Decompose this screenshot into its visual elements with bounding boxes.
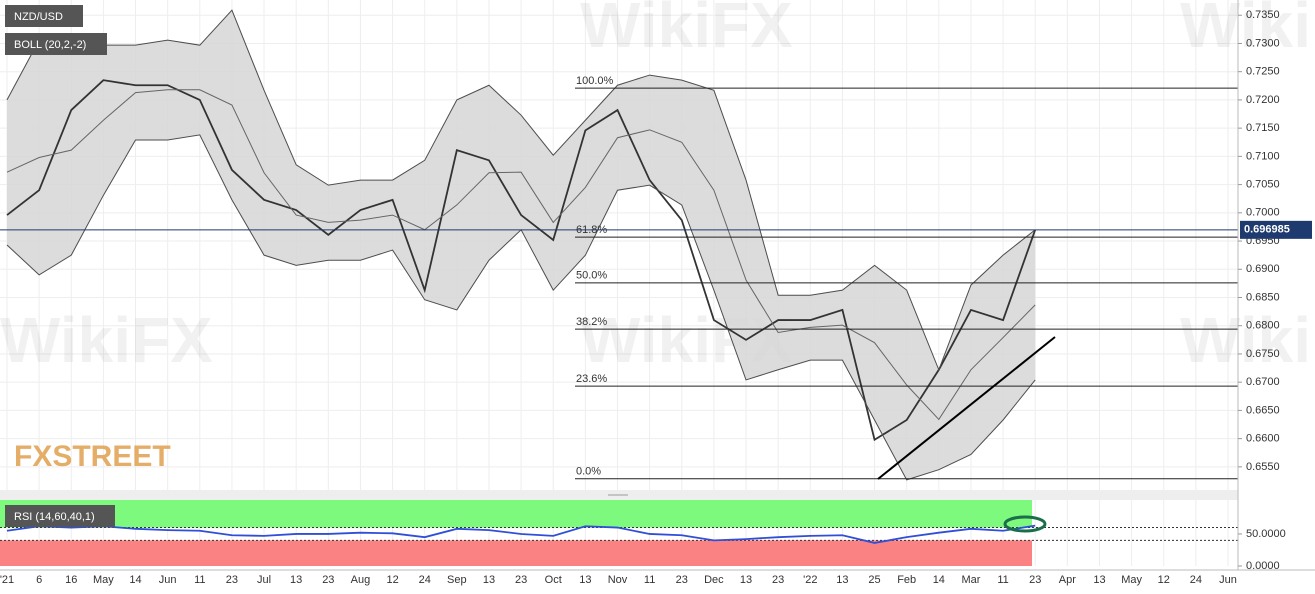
x-tick-label: 23 — [1029, 574, 1041, 586]
x-tick-label: Dec — [704, 574, 724, 586]
band-fill — [7, 10, 1036, 480]
x-tick-label: 13 — [483, 574, 495, 586]
x-tick-label: 11 — [997, 574, 1008, 586]
x-tick-label: Apr — [1059, 574, 1076, 586]
x-tick-label: Feb — [897, 574, 916, 586]
price-tag-label: 0.696985 — [1244, 224, 1290, 236]
y-tick-label: 0.6650 — [1246, 404, 1280, 416]
rsi-upper-zone — [0, 500, 1032, 528]
y-tick-label: 0.0000 — [1246, 560, 1280, 572]
x-tick-label: 13 — [579, 574, 591, 586]
band-line — [6, 89, 1036, 421]
x-tick-label: Nov — [608, 574, 628, 586]
y-tick-label: 0.6850 — [1246, 291, 1280, 303]
watermark: WikiFX — [1180, 304, 1315, 376]
y-tick-label: 0.7350 — [1246, 9, 1280, 21]
y-tick-label: 0.7000 — [1246, 207, 1280, 219]
indicator-label: BOLL (20,2,-2) — [14, 39, 86, 51]
rsi-lower-zone — [0, 540, 1032, 566]
y-tick-label: 0.6900 — [1246, 263, 1280, 275]
y-tick-label: 0.6550 — [1246, 461, 1280, 473]
watermark: WikiFX — [1180, 0, 1315, 61]
x-tick-label: Jun — [159, 574, 177, 586]
highlight-circle — [1003, 515, 1047, 533]
x-tick-label: Sep — [447, 574, 467, 586]
fib-label: 23.6% — [576, 373, 607, 385]
trend-line — [877, 336, 1056, 480]
x-tick-label: 14 — [129, 574, 141, 586]
y-tick-label: 0.6800 — [1246, 320, 1280, 332]
x-tick-label: 12 — [1158, 574, 1170, 586]
logo: FXSTREET — [14, 440, 171, 473]
plot: 100.0%61.8%50.0%38.2%23.6%0.0% — [0, 9, 1238, 566]
x-tick-label: 23 — [322, 574, 334, 586]
x-tick-label: 13 — [1093, 574, 1105, 586]
x-tick-label: 13 — [740, 574, 752, 586]
x-tick-label: 6 — [36, 574, 42, 586]
x-tick-label: 25 — [868, 574, 880, 586]
y-tick-label: 50.0000 — [1246, 528, 1286, 540]
x-tick-label: May — [1121, 574, 1142, 586]
x-tick-label: 23 — [676, 574, 688, 586]
y-tick-label: 0.7100 — [1246, 150, 1280, 162]
indicator-label: RSI (14,60,40,1) — [14, 511, 95, 523]
watermark: WikiFX — [580, 0, 793, 61]
band-line — [6, 9, 1036, 372]
legend-box — [5, 5, 83, 27]
y-tick-label: 0.6750 — [1246, 348, 1280, 360]
price-tag — [1240, 220, 1312, 239]
y-tick-label: 0.6700 — [1246, 376, 1280, 388]
x-tick-label: 14 — [933, 574, 945, 586]
x-tick-label: 24 — [419, 574, 431, 586]
fib-label: 0.0% — [576, 466, 601, 478]
x-tick-label: 23 — [515, 574, 527, 586]
x-tick-label: 13 — [836, 574, 848, 586]
x-tick-label: May — [93, 574, 114, 586]
legend-box — [5, 33, 107, 55]
x-tick-label: Aug — [351, 574, 371, 586]
y-tick-label: 0.7250 — [1246, 66, 1280, 78]
x-tick-label: 11 — [194, 574, 205, 586]
x-tick-label: 24 — [1190, 574, 1202, 586]
y-tick-label: 0.6600 — [1246, 433, 1280, 445]
x-tick-label: '21 — [0, 574, 14, 586]
fib-label: 50.0% — [576, 270, 607, 282]
series-line — [6, 524, 1036, 544]
y-tick-label: 0.7300 — [1246, 37, 1280, 49]
x-tick-label: 12 — [386, 574, 398, 586]
x-tick-label: 13 — [290, 574, 302, 586]
x-tick-label: 16 — [65, 574, 77, 586]
x-tick-label: Jul — [257, 574, 271, 586]
y-tick-label: 0.7150 — [1246, 122, 1280, 134]
x-tick-label: 11 — [644, 574, 655, 586]
x-tick-label: Mar — [961, 574, 980, 586]
x-tick-label: Oct — [545, 574, 562, 586]
symbol-label: NZD/USD — [14, 11, 63, 23]
watermark: WikiFX — [0, 304, 213, 376]
y-tick-label: 0.7050 — [1246, 179, 1280, 191]
y-tick-label: 0.7200 — [1246, 94, 1280, 106]
x-tick-label: 23 — [226, 574, 238, 586]
x-tick-label: 23 — [772, 574, 784, 586]
fib-label: 100.0% — [576, 75, 614, 87]
x-tick-label: '22 — [803, 574, 817, 586]
legend-box — [5, 505, 115, 527]
x-tick-label: Jun — [1219, 574, 1237, 586]
fib-label: 38.2% — [576, 316, 607, 328]
